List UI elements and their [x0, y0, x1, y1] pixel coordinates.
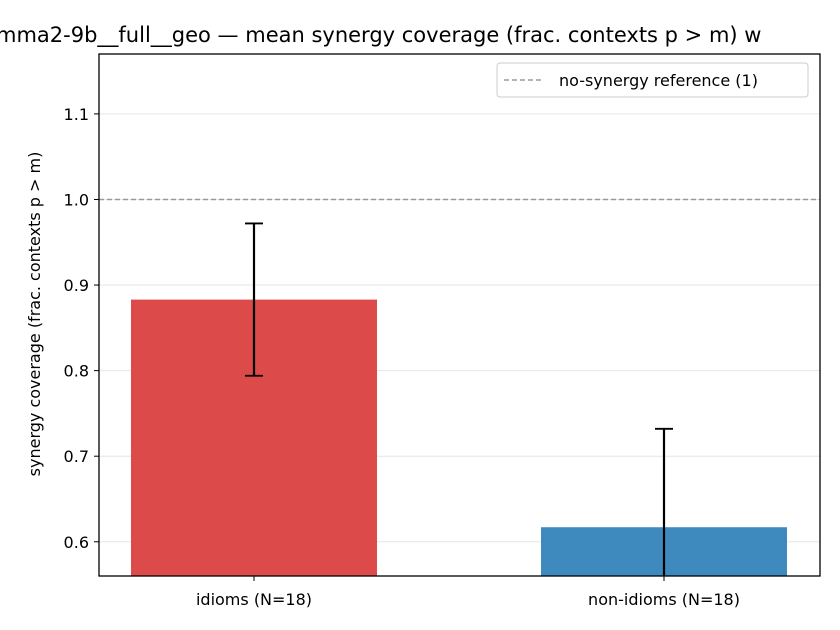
x-tick-label: idioms (N=18) — [196, 590, 312, 609]
y-tick-label: 0.7 — [64, 447, 89, 466]
y-tick-label: 0.8 — [64, 362, 89, 381]
y-tick-label: 0.9 — [64, 276, 89, 295]
error-bars — [245, 222, 673, 576]
x-tick-label: non-idioms (N=18) — [588, 590, 740, 609]
y-axis-label: synergy coverage (frac. contexts p > m) — [25, 152, 44, 477]
y-tick-label: 1.0 — [64, 190, 89, 209]
y-ticks: 0.6 0.7 0.8 0.9 1.0 1.1 — [64, 105, 99, 552]
y-tick-label: 1.1 — [64, 105, 89, 124]
plot-frame — [98, 53, 821, 577]
legend: no-synergy reference (1) — [496, 62, 809, 98]
bars — [131, 299, 787, 576]
chart-title: mma2-9b__full__geo — mean synergy covera… — [0, 23, 761, 48]
legend-box — [496, 62, 809, 98]
legend-entry-reference: no-synergy reference (1) — [559, 71, 758, 90]
y-tick-label: 0.6 — [64, 533, 89, 552]
x-ticks: idioms (N=18) non-idioms (N=18) — [196, 576, 740, 609]
